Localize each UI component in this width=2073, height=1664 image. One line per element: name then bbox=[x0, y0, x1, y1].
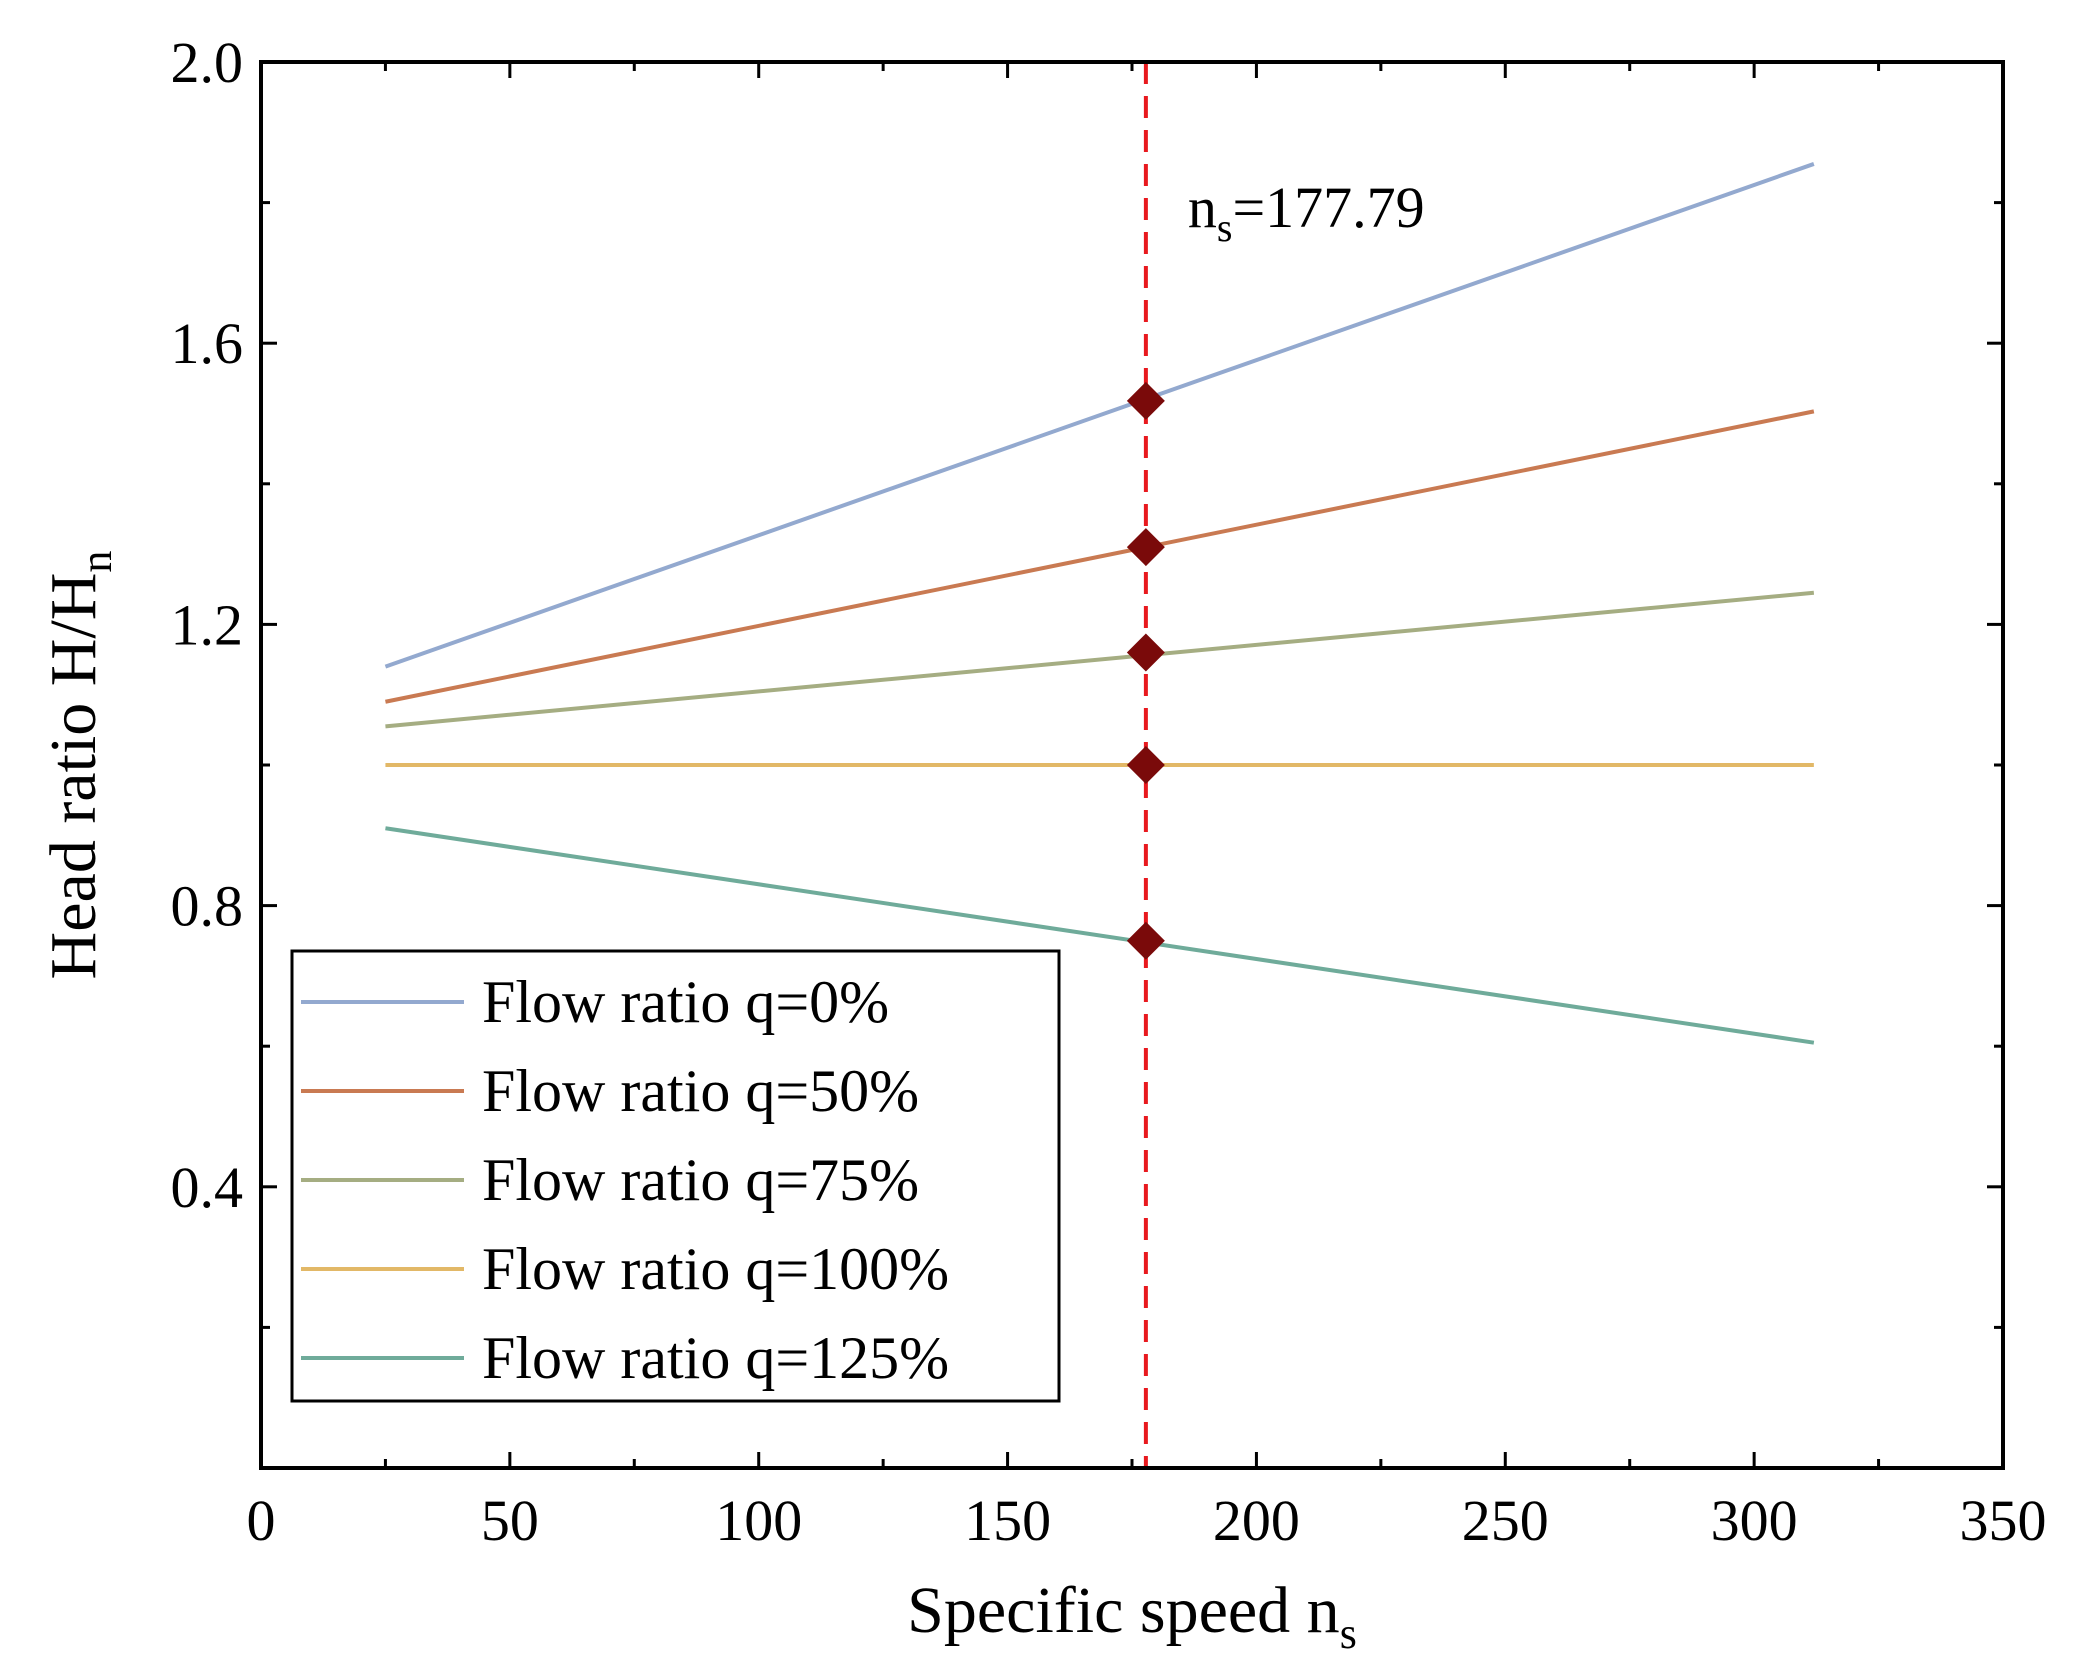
marker-1 bbox=[1126, 381, 1165, 420]
x-tick-label: 300 bbox=[1711, 1488, 1798, 1553]
x-tick-label: 150 bbox=[964, 1488, 1051, 1553]
marker-5 bbox=[1126, 921, 1165, 960]
annotation-rest: =177.79 bbox=[1232, 175, 1424, 240]
x-tick-label: 50 bbox=[481, 1488, 539, 1553]
legend-box bbox=[290, 949, 1061, 1403]
y-tick-label: 0.8 bbox=[171, 874, 244, 939]
series-line-1 bbox=[384, 162, 1815, 669]
legend-label-3: Flow ratio q=75% bbox=[482, 1147, 919, 1213]
x-tick-label: 350 bbox=[1960, 1488, 2047, 1553]
series-lines bbox=[384, 162, 1815, 1045]
legend-items: Flow ratio q=0% Flow ratio q=50% Flow rati… bbox=[301, 969, 949, 1391]
y-tick-label: 0.4 bbox=[171, 1155, 244, 1220]
x-tick-label: 100 bbox=[715, 1488, 802, 1553]
x-tick-label: 250 bbox=[1462, 1488, 1549, 1553]
x-axis-title: Specific speed ns bbox=[907, 1574, 1357, 1658]
marker-3 bbox=[1126, 633, 1165, 672]
y-axis-title-main: Head ratio H/H bbox=[37, 573, 110, 980]
y-axis-title-sub: n bbox=[72, 551, 121, 573]
legend: Flow ratio q=0% Flow ratio q=50% Flow rati… bbox=[290, 949, 1061, 1403]
x-axis-title-sub: s bbox=[1340, 1609, 1357, 1658]
y-tick-label: 2.0 bbox=[171, 30, 244, 95]
plot-frame bbox=[259, 60, 2005, 1470]
y-axis-title: Head ratio H/Hn bbox=[37, 551, 121, 980]
x-tick-label: 200 bbox=[1213, 1488, 1300, 1553]
legend-label-1: Flow ratio q=0% bbox=[482, 969, 889, 1035]
series-line-5 bbox=[385, 826, 1815, 1045]
marker-2 bbox=[1126, 528, 1165, 567]
legend-label-4: Flow ratio q=100% bbox=[482, 1236, 949, 1302]
x-axis-title-main: Specific speed n bbox=[907, 1574, 1340, 1647]
y-tick-label: 1.6 bbox=[171, 311, 244, 376]
reference-annotation: ns=177.79 bbox=[1188, 175, 1425, 250]
annotation-sub: s bbox=[1217, 205, 1233, 250]
legend-label-5: Flow ratio q=125% bbox=[482, 1325, 949, 1391]
marker-4 bbox=[1126, 746, 1165, 784]
x-tick-label: 0 bbox=[247, 1488, 276, 1553]
tick-labels: 0 50 100 150 200 250 300 350 0.4 0.8 1.2 1.6 2.0 bbox=[171, 30, 2047, 1553]
y-tick-label: 1.2 bbox=[171, 592, 244, 657]
series-line-2 bbox=[385, 409, 1815, 704]
legend-label-2: Flow ratio q=50% bbox=[482, 1058, 919, 1124]
series-line-3 bbox=[385, 590, 1815, 729]
annotation-main: n bbox=[1188, 175, 1217, 240]
data-markers bbox=[1126, 381, 1165, 960]
